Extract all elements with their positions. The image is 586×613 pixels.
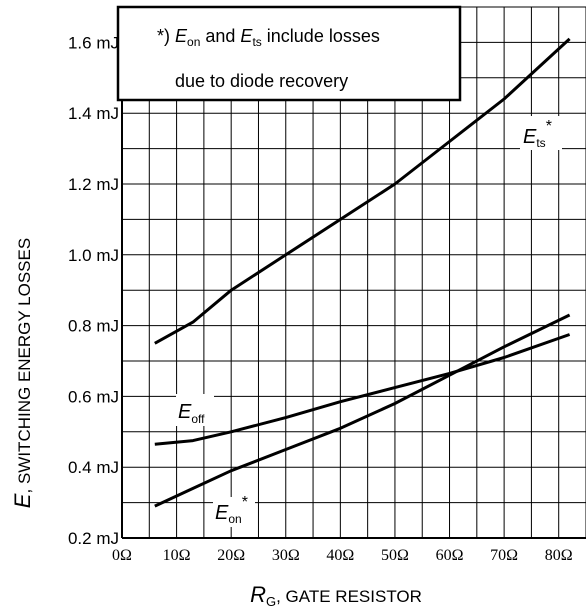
svg-text:Ets*: Ets* — [523, 118, 552, 150]
x-tick-label: 60Ω — [436, 547, 464, 564]
note-line-1: *) Eon and Ets include losses — [157, 26, 380, 49]
x-tick-label: 30Ω — [272, 547, 300, 564]
x-tick-label: 50Ω — [381, 547, 409, 564]
curve-eon — [154, 313, 571, 508]
y-tick-label: 0.4 mJ — [68, 458, 119, 477]
curve-ets — [154, 37, 571, 345]
svg-text:Eoff: Eoff — [178, 401, 205, 426]
curves — [154, 37, 571, 508]
x-tick-label: 80Ω — [545, 547, 573, 564]
y-tick-label: 1.6 mJ — [68, 33, 119, 52]
x-tick-label: 20Ω — [217, 547, 245, 564]
curve-eoff — [154, 333, 571, 446]
curve-label-ets: Ets* — [520, 116, 562, 150]
curve-label-eon: Eon* — [213, 494, 255, 527]
curve-label-eoff: Eoff — [176, 394, 214, 426]
x-tick-label: 70Ω — [490, 547, 518, 564]
y-tick-label: 1.2 mJ — [68, 175, 119, 194]
y-tick-label: 1.0 mJ — [68, 246, 119, 265]
note-box: *) Eon and Ets include losses due to dio… — [116, 5, 462, 102]
y-tick-label: 0.2 mJ — [68, 529, 119, 548]
note-line-2: due to diode recovery — [175, 71, 348, 91]
x-tick-label: 0Ω — [112, 547, 132, 564]
x-tick-label: 40Ω — [326, 547, 354, 564]
svg-text:Eon*: Eon* — [215, 494, 248, 526]
tick-labels: 0.2 mJ 0.4 mJ 0.6 mJ 0.8 mJ 1.0 mJ 1.2 mJ 1.4 … — [68, 33, 573, 564]
y-axis-title: E, SWITCHING ENERGY LOSSES — [10, 238, 35, 508]
y-tick-label: 1.4 mJ — [68, 104, 119, 123]
y-tick-label: 0.8 mJ — [68, 317, 119, 336]
x-axis-title: RG, GATE RESISTOR — [250, 582, 422, 609]
x-tick-label: 10Ω — [163, 547, 191, 564]
y-tick-label: 0.6 mJ — [68, 387, 119, 406]
